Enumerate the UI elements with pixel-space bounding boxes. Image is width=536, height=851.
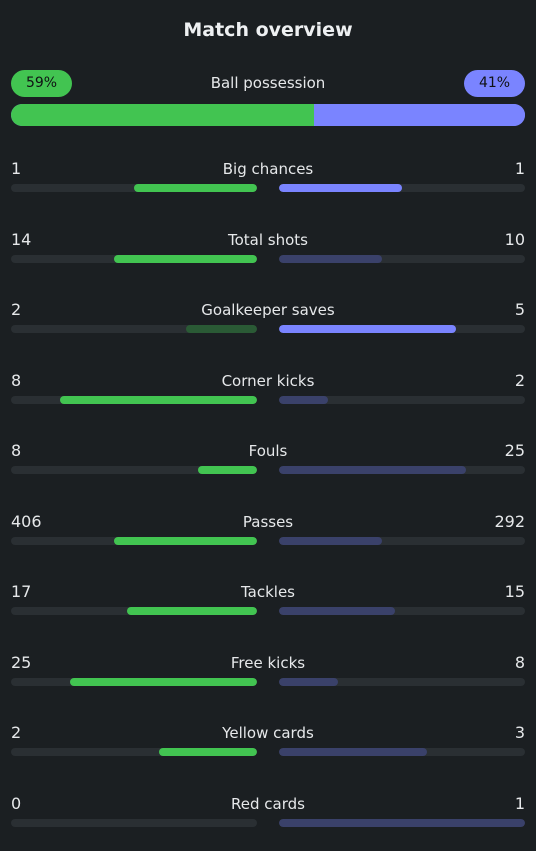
stat-label: Fouls (248, 442, 288, 460)
stat-away-value: 2 (514, 371, 525, 390)
possession-label: Ball possession (210, 74, 326, 92)
stat-row: 0 Red cards 1 (11, 794, 525, 834)
stat-away-bar-fill (279, 325, 457, 333)
stat-away-bar (279, 255, 525, 263)
stat-home-bar (11, 325, 257, 333)
stat-home-bar (11, 466, 257, 474)
stat-label: Big chances (222, 160, 314, 178)
stat-away-bar (279, 607, 525, 615)
stat-home-value: 8 (11, 371, 22, 390)
stat-home-bar (11, 607, 257, 615)
stat-away-bar (279, 678, 525, 686)
stat-away-bar (279, 537, 525, 545)
stat-away-value: 292 (494, 512, 525, 531)
stat-label: Tackles (240, 583, 296, 601)
stat-away-bar-fill (279, 466, 466, 474)
page-title: Match overview (183, 19, 353, 41)
stat-home-bar (11, 819, 257, 827)
stat-label: Goalkeeper saves (201, 301, 335, 319)
possession-bar (11, 104, 525, 126)
stat-label: Red cards (231, 795, 305, 813)
stat-home-bar (11, 537, 257, 545)
stat-away-value: 10 (504, 230, 525, 249)
stat-away-value: 1 (514, 159, 525, 178)
stat-row: 25 Free kicks 8 (11, 653, 525, 693)
stat-home-bar-fill (126, 607, 257, 615)
stat-home-value: 2 (11, 300, 22, 319)
stat-label: Passes (242, 513, 294, 531)
stat-away-bar (279, 396, 525, 404)
stat-away-bar (279, 819, 525, 827)
stat-home-value: 8 (11, 441, 22, 460)
stat-row: 8 Fouls 25 (11, 441, 525, 481)
stat-home-bar-fill (185, 325, 257, 333)
stat-away-bar-fill (279, 184, 402, 192)
stat-home-bar-fill (197, 466, 257, 474)
stat-home-value: 25 (11, 653, 32, 672)
stat-home-bar (11, 396, 257, 404)
stat-home-bar (11, 184, 257, 192)
stat-away-bar-fill (279, 748, 427, 756)
stat-away-bar-fill (279, 396, 329, 404)
stat-home-bar (11, 748, 257, 756)
stat-away-value: 5 (514, 300, 525, 319)
stat-home-bar-fill (70, 678, 257, 686)
stat-home-bar-fill (158, 748, 257, 756)
stat-home-value: 17 (11, 582, 32, 601)
stat-home-value: 0 (11, 794, 22, 813)
stat-away-value: 15 (504, 582, 525, 601)
stat-home-bar (11, 255, 257, 263)
stat-away-bar (279, 184, 525, 192)
stat-home-bar-fill (60, 396, 257, 404)
stat-away-bar-fill (279, 819, 525, 827)
stat-row: 2 Yellow cards 3 (11, 723, 525, 763)
stat-row: 1 Big chances 1 (11, 159, 525, 199)
stat-away-bar-fill (279, 255, 383, 263)
stat-home-value: 1 (11, 159, 22, 178)
stat-away-bar-fill (279, 678, 339, 686)
stat-home-bar (11, 678, 257, 686)
stat-away-value: 25 (504, 441, 525, 460)
stat-home-value: 14 (11, 230, 32, 249)
stat-away-value: 3 (514, 723, 525, 742)
stat-row: 2 Goalkeeper saves 5 (11, 300, 525, 340)
stat-away-bar-fill (279, 607, 395, 615)
possession-bar-away (314, 104, 525, 126)
stat-label: Yellow cards (222, 724, 314, 742)
stat-home-value: 406 (11, 512, 42, 531)
stat-away-bar (279, 466, 525, 474)
stat-away-bar-fill (279, 537, 383, 545)
stat-away-value: 8 (514, 653, 525, 672)
stat-home-bar-fill (134, 184, 257, 192)
stat-home-value: 2 (11, 723, 22, 742)
home-possession-badge: 59% (11, 70, 72, 97)
stat-label: Corner kicks (221, 372, 315, 390)
stat-home-bar-fill (114, 537, 257, 545)
stat-away-value: 1 (514, 794, 525, 813)
stat-label: Free kicks (230, 654, 306, 672)
stat-label: Total shots (228, 231, 308, 249)
stat-row: 406 Passes 292 (11, 512, 525, 552)
stat-row: 8 Corner kicks 2 (11, 371, 525, 411)
stat-row: 17 Tackles 15 (11, 582, 525, 622)
possession-bar-home (11, 104, 315, 126)
stat-away-bar (279, 748, 525, 756)
stat-row: 14 Total shots 10 (11, 230, 525, 270)
stat-home-bar-fill (114, 255, 257, 263)
away-possession-badge: 41% (464, 70, 525, 97)
stat-away-bar (279, 325, 525, 333)
possession-row: 59% Ball possession 41% (11, 70, 525, 97)
